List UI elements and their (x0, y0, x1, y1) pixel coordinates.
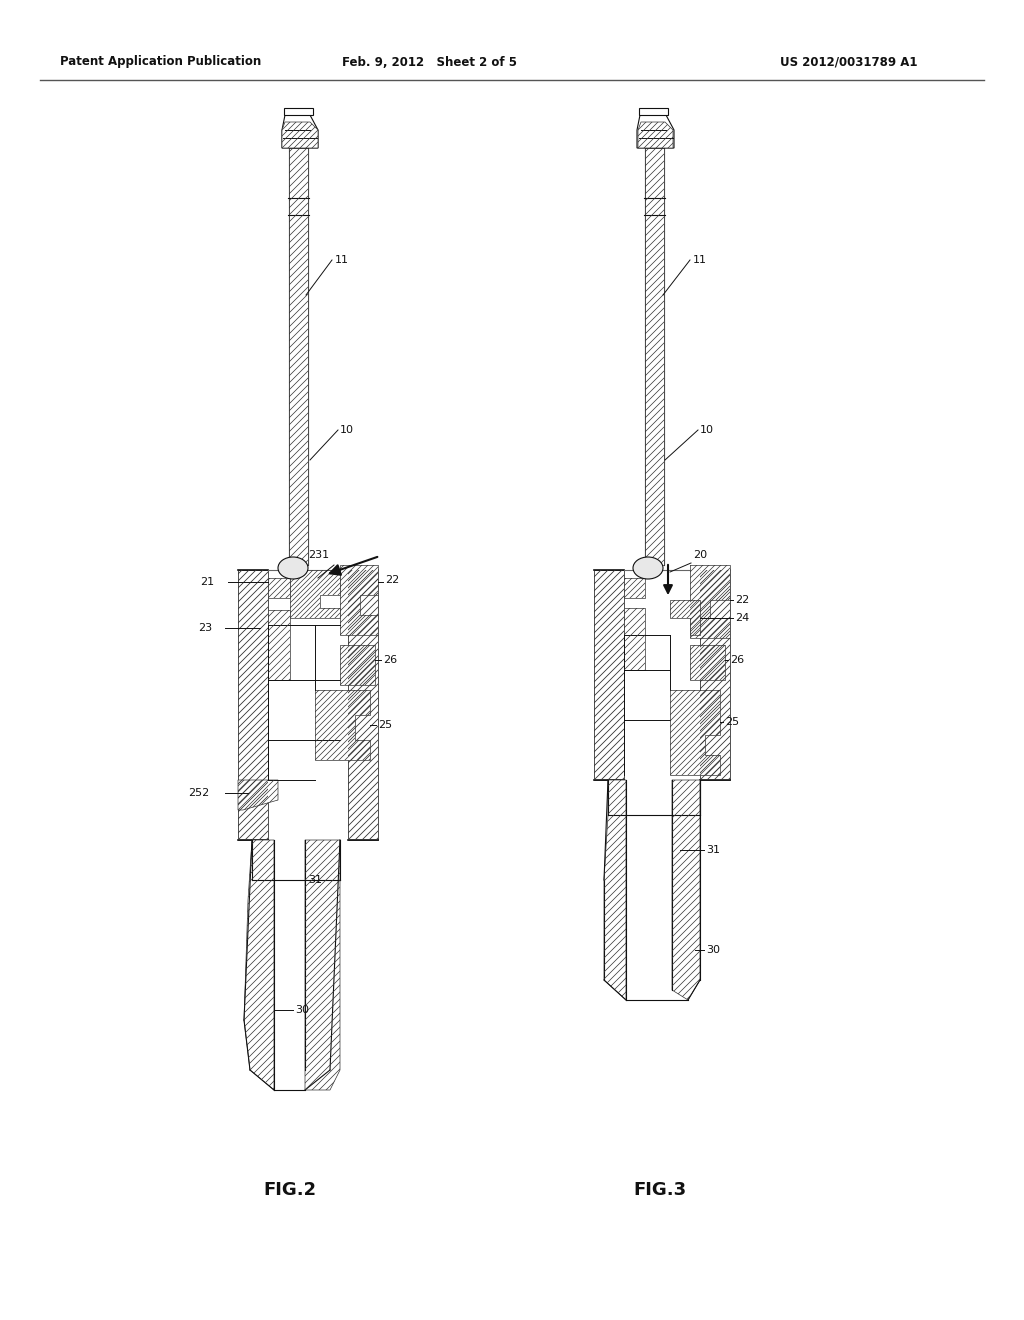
Text: 31: 31 (308, 875, 322, 884)
Text: 252: 252 (188, 788, 209, 799)
Text: 31: 31 (706, 845, 720, 855)
Text: 231: 231 (308, 550, 329, 560)
Text: 26: 26 (383, 655, 397, 665)
Polygon shape (637, 115, 674, 148)
Polygon shape (670, 601, 700, 635)
Polygon shape (305, 840, 340, 1090)
Polygon shape (340, 645, 375, 685)
Polygon shape (289, 148, 308, 565)
Polygon shape (690, 645, 725, 680)
Polygon shape (672, 780, 700, 1001)
Polygon shape (315, 690, 370, 760)
Text: US 2012/0031789 A1: US 2012/0031789 A1 (780, 55, 918, 69)
Polygon shape (690, 565, 730, 638)
Ellipse shape (278, 557, 308, 579)
Polygon shape (268, 610, 290, 680)
Polygon shape (348, 570, 378, 840)
Polygon shape (284, 108, 313, 115)
Text: Patent Application Publication: Patent Application Publication (60, 55, 261, 69)
Text: 25: 25 (725, 717, 739, 727)
Polygon shape (639, 108, 668, 115)
Polygon shape (700, 570, 730, 780)
Polygon shape (340, 565, 378, 635)
Text: 10: 10 (340, 425, 354, 436)
Text: 11: 11 (335, 255, 349, 265)
Polygon shape (638, 121, 673, 148)
Polygon shape (282, 121, 318, 148)
Text: 22: 22 (735, 595, 750, 605)
Text: 21: 21 (200, 577, 214, 587)
Text: 22: 22 (385, 576, 399, 585)
Polygon shape (645, 148, 664, 565)
Text: 24: 24 (735, 612, 750, 623)
Text: FIG.3: FIG.3 (634, 1181, 686, 1199)
Polygon shape (594, 570, 624, 780)
Text: 20: 20 (693, 550, 708, 560)
Polygon shape (624, 578, 645, 598)
Text: 23: 23 (198, 623, 212, 634)
Polygon shape (238, 570, 268, 840)
Text: FIG.2: FIG.2 (263, 1181, 316, 1199)
Text: 26: 26 (730, 655, 744, 665)
Polygon shape (670, 690, 720, 775)
Polygon shape (282, 115, 318, 148)
Polygon shape (244, 840, 274, 1090)
Polygon shape (290, 570, 340, 618)
Text: 30: 30 (706, 945, 720, 954)
Ellipse shape (633, 557, 663, 579)
Text: Feb. 9, 2012   Sheet 2 of 5: Feb. 9, 2012 Sheet 2 of 5 (342, 55, 517, 69)
Polygon shape (624, 609, 645, 671)
Text: 11: 11 (693, 255, 707, 265)
Polygon shape (268, 578, 290, 598)
Text: 10: 10 (700, 425, 714, 436)
Text: 25: 25 (378, 719, 392, 730)
Polygon shape (238, 780, 278, 810)
Text: 30: 30 (295, 1005, 309, 1015)
Polygon shape (604, 780, 626, 1001)
